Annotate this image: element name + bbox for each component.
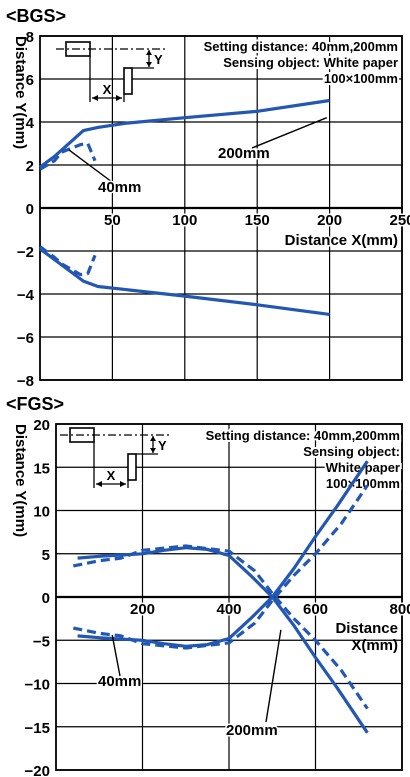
x-dimension-arrowheads xyxy=(96,481,126,487)
annotation-text: Sensing object: xyxy=(303,444,400,459)
y-tick-label: −10 xyxy=(25,677,50,694)
y-dimension-label: Y xyxy=(154,52,163,67)
callout-label: 200mm xyxy=(218,145,270,162)
chart-title-bgs: <BGS> xyxy=(6,6,66,26)
annotation-text: Sensing object: White paper xyxy=(223,55,398,70)
callout-leader xyxy=(111,634,121,677)
x-dimension-label: X xyxy=(103,82,112,97)
y-tick-label: −20 xyxy=(25,763,50,777)
callout-leader xyxy=(265,629,282,723)
x-tick-label: 200 xyxy=(317,212,342,229)
fgs-plot: −20−15−10−505101520200400600800DistanceX… xyxy=(12,417,410,777)
callout-leader xyxy=(251,117,327,149)
y-axis-label: Distance Y(mm) xyxy=(12,424,29,537)
y-tick-label: 6 xyxy=(26,72,34,89)
series-line-40mm xyxy=(39,245,97,277)
x-dimension-arrowheads xyxy=(92,95,122,101)
y-tick-label: −4 xyxy=(17,287,35,304)
x-axis-label: X(mm) xyxy=(351,637,398,654)
callout-leader xyxy=(68,149,113,183)
setup-inset: XY xyxy=(60,427,172,488)
y-tick-label: 20 xyxy=(33,417,50,434)
y-tick-label: 0 xyxy=(26,201,34,218)
annotation-text: 100×100mm xyxy=(324,71,398,86)
y-tick-label: −15 xyxy=(25,720,50,737)
y-tick-label: −8 xyxy=(17,373,34,390)
x-axis-label: Distance X(mm) xyxy=(285,232,398,249)
y-dimension-label: Y xyxy=(158,438,167,453)
annotation-text: Setting distance: 40mm,200mm xyxy=(204,39,398,54)
y-tick-label: −5 xyxy=(33,633,50,650)
y-axis-label: Distance Y(mm) xyxy=(12,36,29,149)
target-plate xyxy=(123,67,133,95)
series-line-200mm xyxy=(77,546,369,734)
series-line-40mm xyxy=(39,141,97,171)
y-tick-label: 4 xyxy=(26,115,35,132)
y-dimension-arrowheads xyxy=(146,50,152,67)
y-tick-label: 5 xyxy=(42,547,50,564)
bgs-plot: −8 −6 −4 −2 0 2 4 6 8 50 100 150 200 250 Distance X(mm… xyxy=(12,29,410,390)
x-tick-label: 100 xyxy=(172,212,197,229)
x-tick-label: 600 xyxy=(303,601,328,618)
y-tick-label: −6 xyxy=(17,330,34,347)
series-line-200mm xyxy=(39,98,330,169)
y-tick-label: 15 xyxy=(33,460,50,477)
chart-title-fgs: <FGS> xyxy=(6,394,64,414)
y-tick-label: 10 xyxy=(33,504,50,521)
y-dimension-arrowheads xyxy=(150,436,156,453)
series-line-40mm xyxy=(72,484,369,650)
series-line-200mm xyxy=(39,247,330,316)
annotation-text: 100×100mm xyxy=(326,476,400,491)
x-tick-label: 800 xyxy=(389,601,410,618)
x-axis-label: Distance xyxy=(335,620,398,637)
x-tick-label: 200 xyxy=(130,601,155,618)
y-tick-label: 0 xyxy=(42,590,50,607)
callout-label: 40mm xyxy=(98,179,141,196)
setup-inset: XY xyxy=(56,41,168,102)
x-tick-label: 400 xyxy=(216,601,241,618)
callout-label: 40mm xyxy=(98,673,141,690)
y-tick-label: −2 xyxy=(17,244,34,261)
x-tick-label: 50 xyxy=(104,212,121,229)
series-line-200mm xyxy=(77,460,369,648)
series-line-40mm xyxy=(72,544,369,710)
target-plate xyxy=(127,453,137,481)
callout-label: 200mm xyxy=(226,722,278,739)
annotation-text: Setting distance: 40mm,200mm xyxy=(206,428,400,443)
x-tick-label: 150 xyxy=(245,212,270,229)
x-tick-label: 250 xyxy=(389,212,410,229)
y-tick-label: 8 xyxy=(26,29,34,46)
x-dimension-label: X xyxy=(107,468,116,483)
y-tick-label: 2 xyxy=(26,158,34,175)
